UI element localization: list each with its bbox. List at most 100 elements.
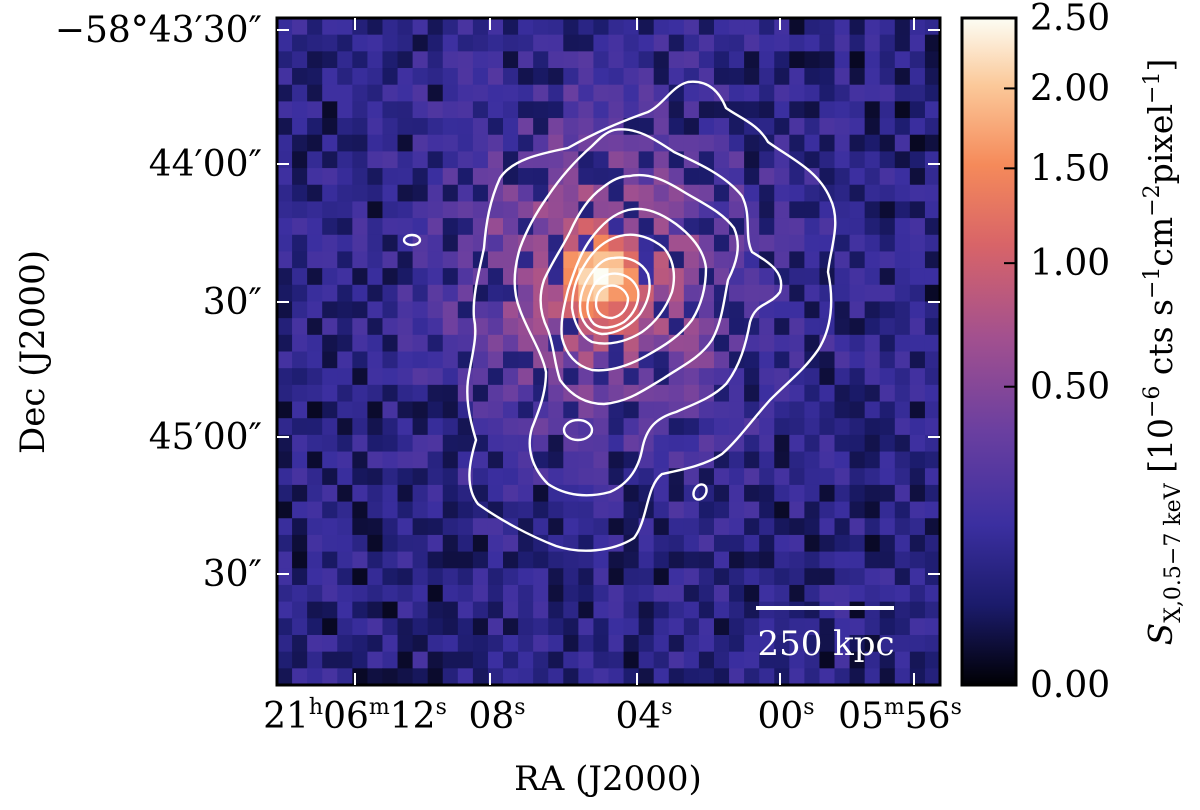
heatmap-cell	[412, 451, 429, 469]
heatmap-cell	[472, 284, 489, 303]
heatmap-cell	[367, 418, 384, 436]
heatmap-cell	[924, 551, 940, 569]
heatmap-cell	[713, 351, 730, 369]
heatmap-cell	[382, 384, 399, 403]
heatmap-cell	[442, 368, 459, 386]
heatmap-cell	[668, 18, 685, 36]
heatmap-cell	[352, 484, 369, 503]
heatmap-cell	[683, 168, 700, 186]
heatmap-cell	[849, 251, 866, 269]
heatmap-cell	[744, 18, 760, 36]
heatmap-cell	[307, 101, 323, 119]
heatmap-cell	[533, 234, 549, 253]
heatmap-cell	[277, 284, 293, 303]
heatmap-cell	[698, 151, 715, 169]
heatmap-cell	[487, 401, 504, 419]
heatmap-cell	[457, 118, 474, 136]
heatmap-cell	[472, 201, 489, 219]
heatmap-cell	[924, 268, 940, 286]
heatmap-cell	[563, 618, 579, 636]
heatmap-cell	[804, 18, 821, 36]
heatmap-cell	[563, 18, 579, 36]
heatmap-cell	[503, 484, 519, 503]
heatmap-cell	[518, 201, 534, 219]
heatmap-cell	[442, 634, 459, 653]
heatmap-cell	[472, 618, 489, 636]
heatmap-cell	[924, 201, 940, 219]
heatmap-cell	[894, 534, 911, 553]
heatmap-cell	[668, 534, 685, 553]
heatmap-cell	[472, 551, 489, 569]
heatmap-cell	[367, 134, 384, 153]
heatmap-cell	[894, 151, 911, 169]
heatmap-cell	[849, 84, 866, 102]
heatmap-cell	[698, 601, 715, 619]
heatmap-cell	[457, 668, 474, 685]
heatmap-cell	[307, 168, 323, 186]
heatmap-cell	[789, 118, 805, 136]
heatmap-cell	[713, 84, 730, 102]
heatmap-cell	[442, 518, 459, 536]
heatmap-cell	[548, 84, 564, 102]
x-tick-label: 00s	[757, 695, 814, 737]
heatmap-cell	[729, 618, 745, 636]
heatmap-cell	[352, 251, 369, 269]
heatmap-cell	[457, 518, 474, 536]
heatmap-cell	[819, 551, 836, 569]
heatmap-cell	[819, 168, 836, 186]
heatmap-cell	[834, 234, 851, 253]
heatmap-cell	[292, 634, 308, 653]
heatmap-cell	[744, 384, 760, 403]
heatmap-cell	[472, 51, 489, 69]
heatmap-cell	[277, 68, 293, 86]
heatmap-cell	[819, 151, 836, 169]
heatmap-cell	[277, 201, 293, 219]
heatmap-cell	[774, 418, 790, 436]
heatmap-cell	[382, 284, 399, 303]
heatmap-cell	[924, 334, 940, 353]
heatmap-cell	[472, 68, 489, 86]
heatmap-cell	[608, 401, 625, 419]
heatmap-cell	[337, 568, 353, 586]
heatmap-cell	[518, 134, 534, 153]
heatmap-cell	[849, 268, 866, 286]
heatmap-cell	[653, 34, 670, 52]
heatmap-cell	[909, 568, 926, 586]
heatmap-cell	[744, 468, 760, 486]
heatmap-cell	[397, 251, 414, 269]
heatmap-cell	[653, 484, 670, 503]
heatmap-cell	[352, 418, 369, 436]
heatmap-cell	[653, 418, 670, 436]
heatmap-cell	[864, 434, 881, 453]
heatmap-cell	[864, 468, 881, 486]
heatmap-cell	[412, 284, 429, 303]
heatmap-cell	[894, 468, 911, 486]
heatmap-cell	[864, 351, 881, 369]
heatmap-cell	[924, 634, 940, 653]
heatmap-cell	[879, 84, 896, 102]
heatmap-cell	[729, 68, 745, 86]
heatmap-cell	[638, 484, 655, 503]
heatmap-cell	[849, 68, 866, 86]
heatmap-cell	[894, 351, 911, 369]
heatmap-cell	[834, 284, 851, 303]
heatmap-cell	[638, 568, 655, 586]
heatmap-cell	[924, 584, 940, 603]
heatmap-cell	[698, 368, 715, 386]
heatmap-cell	[352, 334, 369, 353]
heatmap-cell	[442, 234, 459, 253]
heatmap-cell	[894, 118, 911, 136]
heatmap-cell	[322, 334, 338, 353]
heatmap-cell	[397, 301, 414, 319]
heatmap-cell	[382, 34, 399, 52]
heatmap-cell	[397, 584, 414, 603]
heatmap-cell	[789, 501, 805, 519]
heatmap-cell	[698, 318, 715, 336]
heatmap-cell	[322, 668, 338, 685]
heatmap-cell	[909, 184, 926, 203]
heatmap-cell	[533, 18, 549, 36]
heatmap-cell	[397, 168, 414, 186]
heatmap-cell	[924, 101, 940, 119]
heatmap-cell	[834, 551, 851, 569]
heatmap-cell	[698, 51, 715, 69]
